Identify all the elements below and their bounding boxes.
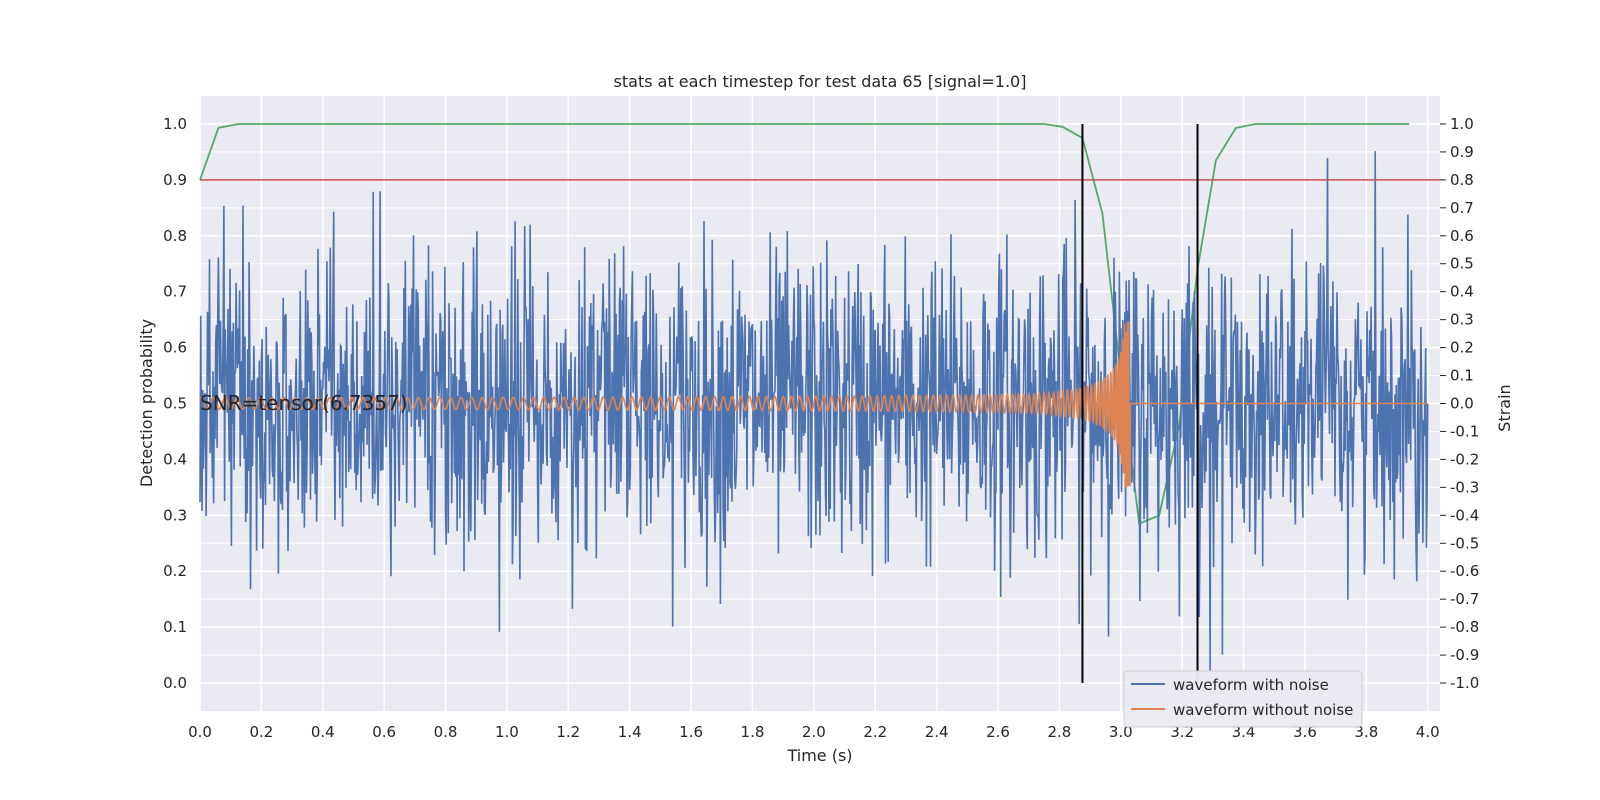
y2-tick-label: -1.0 — [1450, 674, 1479, 692]
x-ticks: 0.0 0.2 0.4 0.6 0.8 1.0 1.2 1.4 1.6 1.8 2.0 2.2 2.4 2… — [188, 723, 1440, 741]
x-tick-label: 1.0 — [495, 723, 519, 741]
x-tick-label: 0.0 — [188, 723, 212, 741]
x-axis-label: Time (s) — [786, 746, 852, 765]
x-tick-label: 2.4 — [925, 723, 949, 741]
y-tick-label: 0.9 — [163, 171, 187, 189]
y-tick-label: 0.8 — [163, 227, 187, 245]
y-axis-label: Detection probability — [137, 319, 156, 487]
y-tick-label: 1.0 — [163, 115, 187, 133]
snr-annotation: SNR=tensor(6.7357) — [200, 391, 408, 415]
y2-tick-label: 0.3 — [1450, 311, 1474, 329]
y2-tick-label: 0.5 — [1450, 255, 1474, 273]
x-tick-label: 0.2 — [249, 723, 273, 741]
x-tick-label: 1.4 — [618, 723, 642, 741]
waveform-with-noise-line — [199, 151, 1429, 672]
y2-tick-label: -0.2 — [1450, 450, 1479, 468]
y-tick-label: 0.7 — [163, 283, 187, 301]
strain-layer — [199, 151, 1429, 672]
y2-tick-label: 0.8 — [1450, 171, 1474, 189]
y-tick-label: 0.0 — [163, 674, 187, 692]
y-tick-label: 0.2 — [163, 562, 187, 580]
y-tick-label: 0.5 — [163, 395, 187, 413]
y2-tick-label: 0.2 — [1450, 339, 1474, 357]
y2-tick-label: 0.1 — [1450, 367, 1474, 385]
x-tick-label: 2.6 — [986, 723, 1010, 741]
y2-tick-label: 0.4 — [1450, 283, 1474, 301]
x-tick-label: 0.6 — [372, 723, 396, 741]
x-tick-label: 3.0 — [1109, 723, 1133, 741]
x-tick-label: 0.8 — [434, 723, 458, 741]
x-tick-label: 4.0 — [1416, 723, 1440, 741]
y2-tick-label: 1.0 — [1450, 115, 1474, 133]
x-tick-label: 3.8 — [1354, 723, 1378, 741]
legend-box — [1123, 670, 1363, 728]
x-tick-label: 0.4 — [311, 723, 335, 741]
x-tick-label: 2.8 — [1047, 723, 1071, 741]
y2-ticks: -1.0 -0.9 -0.8 -0.7 -0.6 -0.5 -0.4 -0.3 -0.2 -0.1… — [1440, 115, 1479, 692]
y2-tick-label: -0.3 — [1450, 478, 1479, 496]
y2-axis-label: Strain — [1495, 384, 1514, 431]
overlay-layer — [200, 123, 1440, 684]
y2-tick-label: -0.6 — [1450, 562, 1479, 580]
legend-label-clean: waveform without noise — [1173, 701, 1353, 719]
y-tick-label: 0.4 — [163, 450, 187, 468]
waveform-without-noise-line — [199, 321, 1428, 488]
y2-tick-label: -0.8 — [1450, 618, 1479, 636]
y-tick-label: 0.3 — [163, 506, 187, 524]
x-tick-label: 2.0 — [802, 723, 826, 741]
x-tick-label: 1.8 — [741, 723, 765, 741]
legend-label-noise: waveform with noise — [1173, 676, 1329, 694]
y2-tick-label: 0.6 — [1450, 227, 1474, 245]
probability-layer — [199, 123, 1410, 525]
y-tick-label: 0.1 — [163, 618, 187, 636]
x-tick-label: 1.2 — [556, 723, 580, 741]
x-tick-label: 2.2 — [863, 723, 887, 741]
y2-tick-label: 0.0 — [1450, 395, 1474, 413]
y2-tick-label: -0.5 — [1450, 534, 1479, 552]
detection-probability-line — [199, 123, 1410, 525]
y2-tick-label: -0.7 — [1450, 590, 1479, 608]
chart-title: stats at each timestep for test data 65 … — [614, 72, 1027, 91]
x-tick-label: 1.6 — [679, 723, 703, 741]
y-tick-label: 0.6 — [163, 339, 187, 357]
y-ticks: 0.0 0.1 0.2 0.3 0.4 0.5 0.6 0.7 0.8 0.9 1.0 — [163, 115, 187, 692]
y2-tick-label: -0.1 — [1450, 422, 1479, 440]
y2-tick-label: -0.4 — [1450, 506, 1479, 524]
y2-tick-label: -0.9 — [1450, 646, 1479, 664]
legend: waveform with noise waveform without noi… — [1123, 670, 1363, 728]
y2-tick-label: 0.9 — [1450, 143, 1474, 161]
y2-tick-label: 0.7 — [1450, 199, 1474, 217]
